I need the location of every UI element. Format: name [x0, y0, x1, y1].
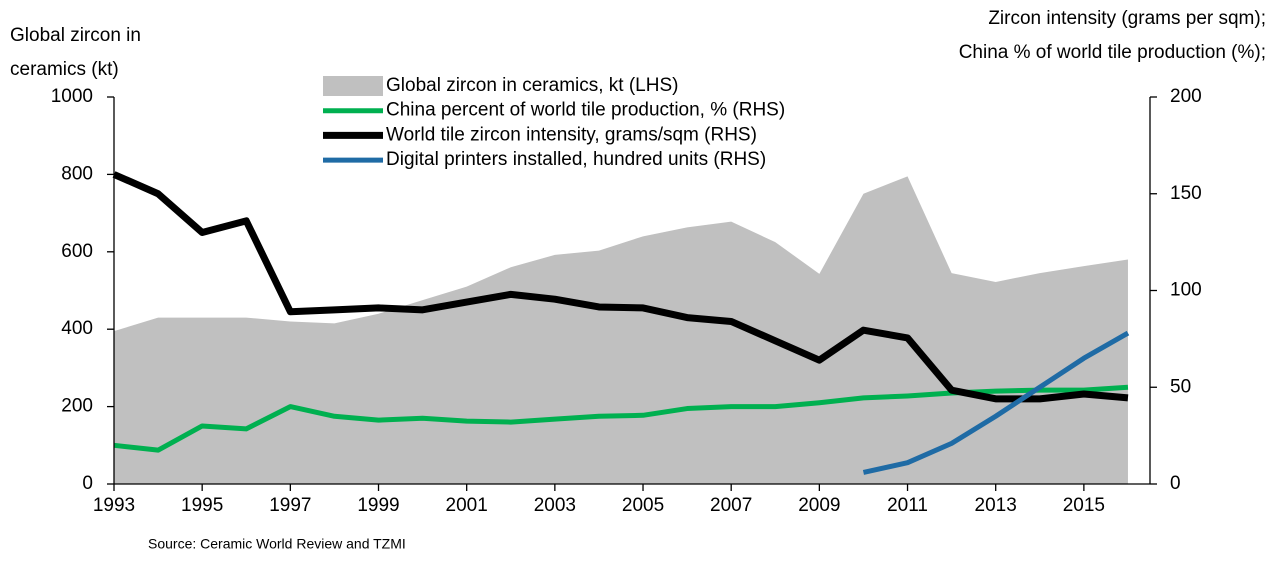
- x-tick-label: 2003: [534, 495, 576, 516]
- x-tick-label: 2013: [975, 495, 1017, 516]
- y-tick-label: 400: [61, 318, 93, 339]
- source: Source: Ceramic World Review and TZMI: [148, 536, 406, 552]
- x-tick-label: 2011: [887, 495, 928, 516]
- x-tick-label: 2015: [1063, 495, 1105, 516]
- x-tick-label: 2005: [622, 495, 664, 516]
- y2-tick-label: 100: [1170, 280, 1202, 301]
- plot-area: [112, 171, 1130, 484]
- x-tick-label: 1999: [357, 495, 399, 516]
- legend: Global zircon in ceramics, kt (LHS) China…: [323, 75, 785, 170]
- x-tick-label: 2001: [446, 495, 488, 516]
- line: [862, 330, 1130, 475]
- y-axis-label: Global zircon in: [10, 25, 141, 46]
- axes: 0 200 400 600 800 1000 0 50 100 150 200 1993 1995 199…: [51, 86, 1202, 516]
- legend-label: Global zircon in ceramics, kt (LHS): [386, 75, 678, 96]
- legend-swatch: [323, 76, 383, 96]
- x-tick-label: 1997: [269, 495, 311, 516]
- x-tick-label: 1995: [181, 495, 223, 516]
- legend-label: Digital printers installed, hundred unit…: [386, 149, 766, 170]
- y2-tick-label: 150: [1170, 183, 1202, 204]
- y-tick-label: 1000: [51, 86, 93, 107]
- y2-axis-label: China % of world tile production (%);: [959, 42, 1266, 63]
- x-tick-label: 2009: [798, 495, 840, 516]
- y2-tick-label: 50: [1170, 376, 1191, 397]
- line: [112, 171, 1129, 403]
- x-tick-label: 1993: [93, 495, 135, 516]
- y2-tick-label: 200: [1170, 86, 1202, 107]
- y2-tick-label: 0: [1170, 473, 1181, 494]
- y-tick-label: 0: [82, 473, 93, 494]
- y-tick-label: 200: [61, 396, 93, 417]
- x-tick-label: 2007: [710, 495, 752, 516]
- area: [114, 176, 1128, 484]
- y2-axis-label: Zircon intensity (grams per sqm);: [988, 8, 1266, 29]
- legend-label: China percent of world tile production, …: [386, 100, 785, 121]
- y-tick-label: 600: [61, 241, 93, 262]
- y-tick-label: 800: [61, 163, 93, 184]
- legend-label: World tile zircon intensity, grams/sqm (…: [386, 124, 757, 145]
- y-axis-label: ceramics (kt): [10, 59, 119, 80]
